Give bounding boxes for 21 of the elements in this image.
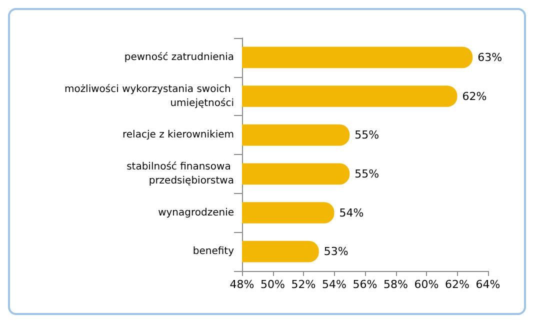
data-label: 55%	[354, 167, 380, 180]
x-tick-label: 48%	[230, 278, 254, 291]
x-tick-label: 60%	[414, 278, 439, 291]
y-tick-label: relacje z kierownikiem	[122, 130, 234, 141]
y-tick-label: benefity	[192, 246, 234, 258]
x-tick-label: 62%	[445, 278, 470, 291]
y-tick-label: możliwości wykorzystania swoich umiejętności	[64, 82, 234, 109]
x-tick-label: 64%	[476, 278, 500, 291]
data-label: 55%	[354, 128, 380, 142]
data-label: 62%	[462, 90, 487, 103]
y-tick-label: stabilność finansowa przedsiębiorstwa	[126, 160, 234, 186]
y-tick-label: wynagrodzenie	[158, 207, 234, 218]
data-label: 54%	[339, 206, 364, 220]
x-tick-label: 54%	[322, 278, 346, 291]
y-tick-label: pewność zatrudnienia	[124, 50, 234, 63]
x-tick-label: 56%	[352, 278, 378, 291]
x-tick-label: 52%	[291, 278, 316, 291]
data-label: 53%	[324, 245, 348, 258]
x-tick-label: 58%	[384, 278, 408, 291]
x-tick-label: 50%	[260, 278, 285, 291]
data-label: 63%	[478, 50, 502, 64]
